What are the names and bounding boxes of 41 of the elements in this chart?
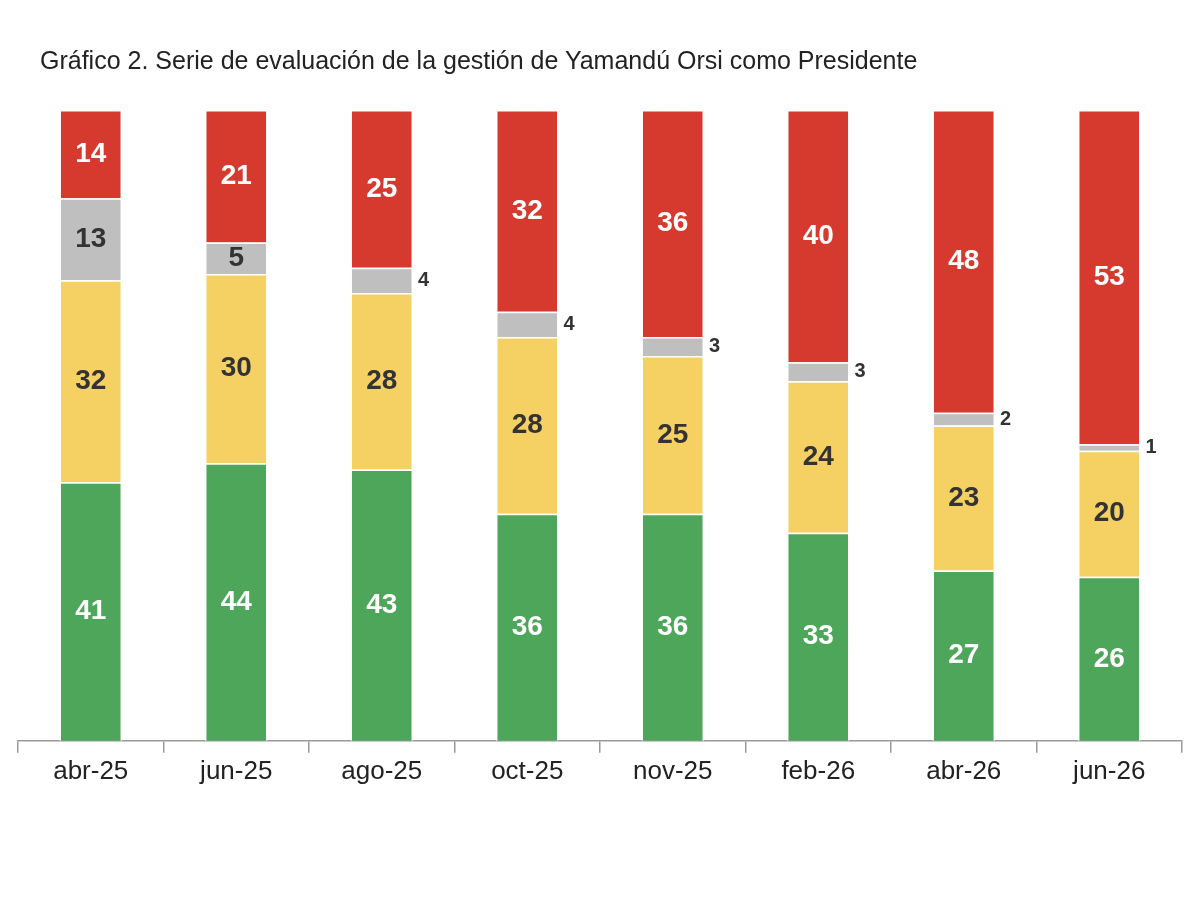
data-label: 5 bbox=[228, 240, 245, 272]
x-tick-label: abr-25 bbox=[53, 754, 129, 785]
data-label: 24 bbox=[802, 439, 835, 471]
data-label: 25 bbox=[657, 417, 689, 449]
data-label: 26 bbox=[1093, 641, 1125, 673]
data-label: 1 bbox=[1145, 434, 1157, 457]
data-label: 21 bbox=[220, 158, 252, 190]
data-label: 20 bbox=[1093, 496, 1125, 528]
data-label: 53 bbox=[1093, 259, 1125, 291]
data-label: 30 bbox=[220, 351, 252, 383]
x-tick-label: abr-26 bbox=[926, 754, 1002, 785]
data-label: 43 bbox=[366, 587, 398, 619]
data-label: 33 bbox=[802, 619, 834, 651]
data-label: 32 bbox=[511, 193, 543, 225]
data-label: 32 bbox=[75, 363, 107, 395]
data-label: 25 bbox=[366, 171, 398, 203]
data-label: 36 bbox=[657, 206, 689, 238]
x-tick-label: feb-26 bbox=[781, 754, 856, 785]
data-label: 27 bbox=[948, 638, 980, 670]
data-label: 4 bbox=[418, 267, 431, 290]
data-label: 3 bbox=[709, 334, 721, 357]
data-label: 3 bbox=[854, 359, 866, 382]
data-label: 28 bbox=[366, 363, 398, 395]
data-label: 23 bbox=[948, 480, 980, 512]
x-tick-label: ago-25 bbox=[341, 754, 423, 785]
data-label: 44 bbox=[220, 584, 253, 616]
data-label: 4 bbox=[563, 311, 576, 334]
data-label: 40 bbox=[802, 218, 834, 250]
data-label: 14 bbox=[75, 136, 107, 168]
chart-title: Gráfico 2. Serie de evaluación de la gestión de Yamandú Orsi como Presidente bbox=[39, 45, 919, 76]
data-label: 28 bbox=[511, 408, 543, 440]
data-label: 13 bbox=[75, 222, 107, 254]
data-label: 48 bbox=[948, 244, 980, 276]
data-label: 36 bbox=[657, 609, 689, 641]
data-label: 2 bbox=[1000, 406, 1012, 429]
data-label: 36 bbox=[511, 609, 543, 641]
data-label: 41 bbox=[75, 594, 107, 626]
x-tick-label: nov-25 bbox=[633, 754, 713, 785]
x-tick-label: oct-25 bbox=[491, 754, 564, 785]
x-tick-label: jun-26 bbox=[1072, 754, 1146, 785]
x-tick-label: jun-25 bbox=[199, 754, 273, 785]
